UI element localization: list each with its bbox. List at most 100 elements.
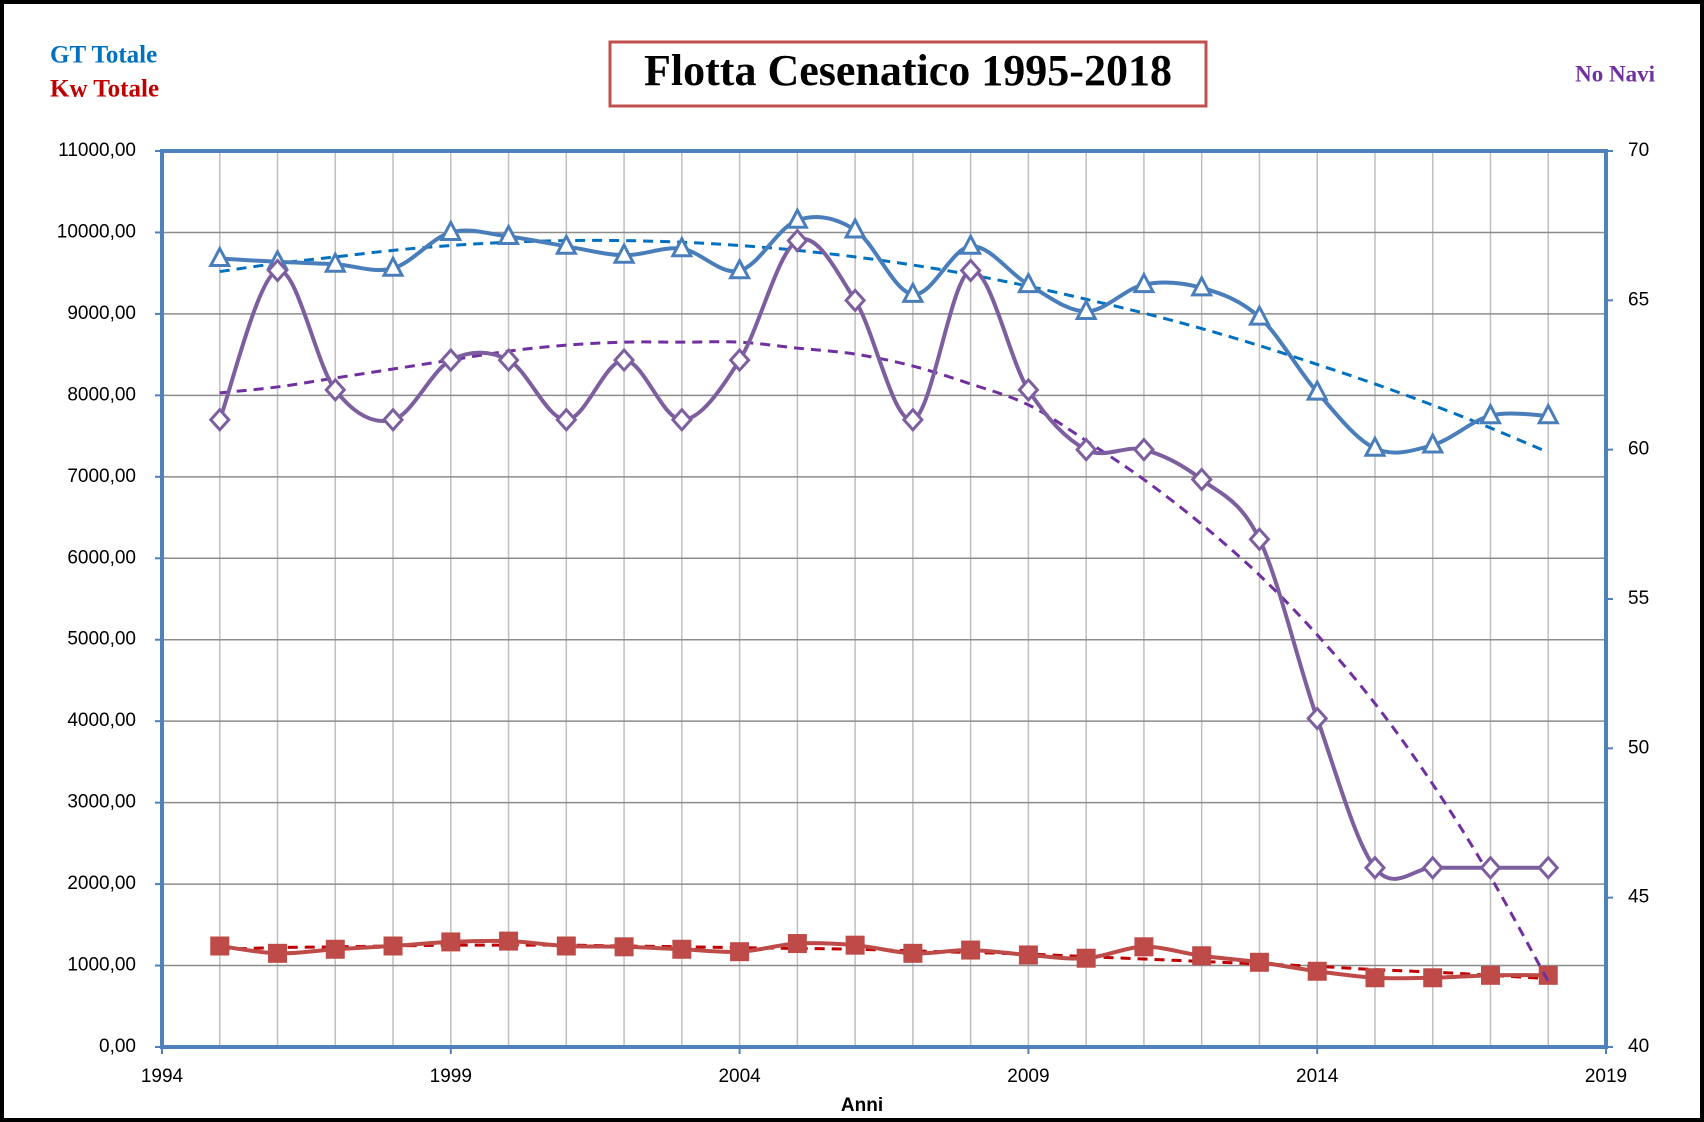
marker (614, 937, 634, 957)
marker (730, 942, 750, 962)
y-tick-label: 6000,00 (67, 547, 136, 568)
marker (323, 251, 347, 273)
y2-tick-label: 70 (1628, 140, 1649, 161)
marker (1018, 945, 1038, 965)
marker (556, 936, 576, 956)
y-tick-label: 4000,00 (67, 710, 136, 731)
marker (728, 257, 752, 280)
marker (208, 407, 231, 433)
y-tick-label: 0,00 (99, 1036, 136, 1057)
marker (439, 347, 462, 373)
marker (613, 347, 636, 373)
legend-navi: No Navi (1575, 61, 1655, 86)
marker (843, 216, 867, 239)
marker (1363, 855, 1386, 881)
marker (1363, 435, 1387, 457)
marker (1421, 855, 1444, 881)
marker (383, 936, 403, 956)
legend-kw: Kw Totale (50, 76, 159, 103)
y2-tick-label: 45 (1628, 887, 1649, 908)
marker (785, 207, 809, 229)
marker (959, 258, 982, 283)
series-line (217, 237, 1549, 881)
marker (1423, 968, 1443, 988)
y-tick-label: 11000,00 (58, 140, 136, 161)
marker (672, 939, 692, 959)
legend-gt: GT Totale (50, 42, 157, 69)
y2-tick-label: 55 (1628, 588, 1649, 609)
marker (1247, 303, 1271, 326)
x-axis-label: Anni (841, 1095, 883, 1116)
x-tick-label: 2004 (718, 1066, 761, 1087)
marker (1074, 298, 1098, 320)
marker (1016, 271, 1040, 294)
marker (1307, 961, 1327, 981)
marker (324, 377, 347, 403)
marker (1480, 965, 1500, 985)
y-tick-label: 9000,00 (67, 303, 136, 324)
marker (961, 940, 981, 960)
y-tick-label: 3000,00 (67, 792, 136, 813)
x-tick-label: 1999 (430, 1066, 472, 1087)
y-tick-label: 5000,00 (67, 629, 136, 650)
marker (1538, 965, 1558, 985)
marker (1076, 948, 1096, 968)
y-tick-label: 1000,00 (67, 955, 136, 976)
marker (959, 233, 983, 255)
marker (612, 242, 636, 264)
y2-tick-label: 50 (1628, 737, 1649, 758)
marker (728, 347, 751, 373)
marker (1306, 706, 1329, 731)
y-tick-label: 2000,00 (67, 873, 136, 894)
y2-tick-label: 65 (1628, 289, 1649, 310)
marker (266, 258, 289, 283)
marker (499, 931, 519, 951)
marker (441, 932, 461, 952)
marker (844, 288, 867, 313)
marker (1248, 527, 1271, 552)
marker (1075, 437, 1098, 462)
y-tick-label: 7000,00 (67, 466, 136, 487)
marker (1132, 437, 1155, 462)
marker (1249, 952, 1269, 972)
y-tick-label: 8000,00 (67, 384, 136, 405)
marker (787, 934, 807, 954)
marker (555, 407, 578, 433)
marker (381, 255, 405, 277)
marker (382, 407, 405, 433)
marker (1536, 402, 1560, 425)
marker (325, 939, 345, 959)
marker (670, 407, 693, 433)
marker (210, 936, 230, 956)
marker (1478, 402, 1502, 425)
marker (268, 943, 288, 963)
marker (1537, 855, 1560, 881)
marker (208, 245, 232, 268)
marker (901, 281, 925, 303)
x-tick-label: 2009 (1007, 1066, 1049, 1087)
plot-border (160, 149, 1608, 1049)
marker (1365, 968, 1385, 988)
marker (497, 347, 520, 373)
marker (1479, 855, 1502, 881)
marker (1017, 377, 1040, 403)
marker (497, 223, 521, 246)
title-box (608, 40, 1208, 108)
y-tick-label: 10000,00 (57, 221, 136, 242)
marker (1190, 274, 1214, 297)
marker (1134, 937, 1154, 957)
marker (1132, 271, 1156, 294)
marker (903, 943, 923, 963)
x-tick-label: 2014 (1296, 1066, 1339, 1087)
x-tick-label: 1994 (141, 1066, 184, 1087)
marker (1421, 431, 1445, 454)
marker (845, 935, 865, 955)
trend-line (219, 238, 1549, 454)
marker (439, 219, 463, 241)
marker (901, 407, 924, 433)
marker (1305, 378, 1329, 401)
chart-title: Flotta Cesenatico 1995-2018 (644, 46, 1172, 95)
